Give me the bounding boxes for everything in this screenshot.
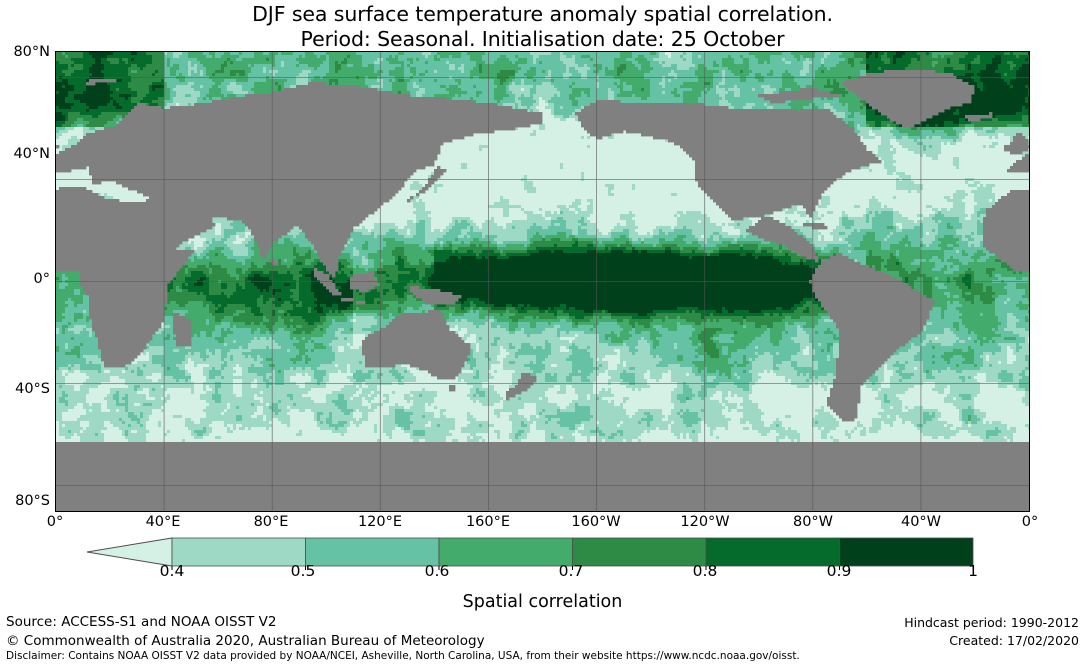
colorbar-tick-1: 0.5 <box>290 562 316 580</box>
footer-source: Source: ACCESS-S1 and NOAA OISST V2 <box>6 614 277 630</box>
colorbar-tick-6: 1 <box>968 562 978 580</box>
ocean-correlation-layer <box>56 52 1029 443</box>
x-tick-0e: 0° <box>46 514 64 530</box>
chart-title: DJF sea surface temperature anomaly spat… <box>0 2 1085 52</box>
colorbar-bin-0 <box>171 537 306 567</box>
colorbar-bin-3 <box>572 537 707 567</box>
colorbar[interactable] <box>0 528 1085 608</box>
colorbar-bin-4 <box>705 537 840 567</box>
x-tick-80e: 80°E <box>253 514 289 530</box>
colorbar-tick-4: 0.8 <box>692 562 718 580</box>
colorbar-tick-2: 0.6 <box>424 562 450 580</box>
x-tick-120w: 120°W <box>680 514 730 530</box>
x-tick-160e: 160°E <box>465 514 511 530</box>
colorbar-bin-2 <box>438 537 573 567</box>
land-mask-layer <box>56 70 1029 511</box>
x-tick-40e: 40°E <box>145 514 181 530</box>
colorbar-tick-5: 0.9 <box>826 562 852 580</box>
y-tick-80n: 80°N <box>13 44 50 60</box>
chart-title-line-2: Period: Seasonal. Initialisation date: 2… <box>300 27 785 51</box>
footer-created-date: Created: 17/02/2020 <box>949 633 1079 648</box>
y-tick-40n: 40°N <box>13 146 50 162</box>
colorbar-tick-0: 0.4 <box>159 562 185 580</box>
colorbar-swatches <box>86 537 974 570</box>
x-tick-160w: 160°W <box>571 514 621 530</box>
colorbar-axis-label: Spatial correlation <box>462 592 623 612</box>
chart-title-line-1: DJF sea surface temperature anomaly spat… <box>252 2 833 26</box>
footer-left-block: Source: ACCESS-S1 and NOAA OISST V2 © Co… <box>6 613 485 651</box>
x-tick-40w: 40°W <box>900 514 942 530</box>
map-gridlines <box>56 52 1029 511</box>
footer-copyright: © Commonwealth of Australia 2020, Austra… <box>6 633 485 649</box>
x-tick-120e: 120°E <box>357 514 403 530</box>
colorbar-bin-1 <box>305 537 440 567</box>
colorbar-bin-5 <box>839 537 974 567</box>
y-tick-40s: 40°S <box>15 381 50 397</box>
x-tick-0w: 0° <box>1021 514 1039 530</box>
y-tick-0: 0° <box>33 271 50 287</box>
sst-correlation-map[interactable] <box>55 51 1030 512</box>
footer-hindcast-period: Hindcast period: 1990-2012 <box>904 615 1079 630</box>
x-tick-80w: 80°W <box>792 514 834 530</box>
colorbar-tick-3: 0.7 <box>558 562 584 580</box>
map-raster <box>56 52 1029 511</box>
footer-right-block: Hindcast period: 1990-2012 Created: 17/0… <box>904 614 1079 650</box>
footer-disclaimer: Disclaimer: Contains NOAA OISST V2 data … <box>6 650 800 662</box>
y-tick-80s: 80°S <box>15 493 50 509</box>
